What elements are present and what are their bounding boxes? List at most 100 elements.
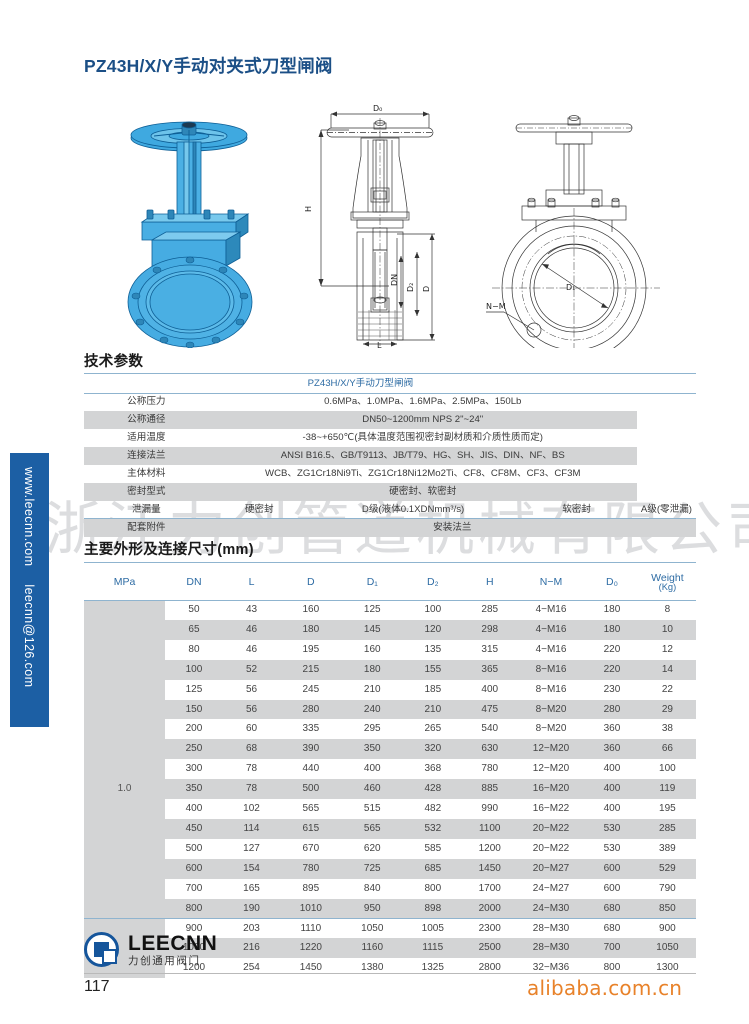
cell-do: 700 (585, 938, 639, 959)
cell-l: 216 (222, 938, 281, 959)
cell-nm: 28−M30 (516, 938, 586, 959)
cell-w: 119 (638, 779, 696, 800)
cell-nm: 32−M36 (532, 962, 570, 974)
cell-do: 180 (603, 604, 621, 615)
cell-nm: 12−M20 (516, 739, 586, 760)
dims-col-nm: N−M (539, 575, 563, 588)
cell-dn: 500 (185, 842, 203, 854)
cell-l: 127 (243, 842, 260, 854)
dims-rule-bottom (84, 918, 696, 919)
cell-h: 1100 (462, 818, 517, 839)
cell-dn: 150 (165, 699, 223, 720)
dim-label-h: H (304, 206, 313, 212)
cell-dn: 400 (185, 803, 203, 815)
tech-table-header-row: PZ43H/X/Y手动刀型闸阀 (84, 374, 696, 393)
cell-d1: 240 (341, 699, 403, 720)
cell-do: 230 (603, 683, 621, 695)
dim-label-d0: D₀ (373, 104, 382, 113)
dims-col-d1: D₁ (366, 575, 378, 588)
cell-dn: 300 (185, 763, 203, 775)
cell-d: 390 (280, 739, 342, 760)
cell-do: 180 (585, 619, 639, 640)
tech-leakage-hard-value: D级(液体0.1XDNmm³/s) (361, 504, 465, 515)
dimensions-table-body: 1.0 50 43 160 125 100 285 4−M16 180 8 65 46 180 145 12… (84, 600, 696, 979)
cell-d2: 155 (402, 659, 463, 680)
cell-do: 280 (585, 699, 639, 720)
tech-value-flange: ANSI B16.5、GB/T9113、JB/T79、HG、SH、JIS、DIN… (208, 447, 637, 465)
cell-nm: 20−M22 (516, 818, 586, 839)
cell-w: 10 (638, 619, 696, 640)
cell-d2: 585 (424, 842, 442, 854)
cell-d2: 320 (402, 739, 463, 760)
alibaba-link[interactable]: alibaba.com.cn (527, 976, 683, 1000)
tech-table-model: PZ43H/X/Y手动刀型闸阀 (307, 378, 414, 389)
page-title: PZ43H/X/Y手动对夹式刀型闸阀 (84, 56, 333, 76)
tech-label-flange: 连接法兰 (84, 447, 209, 465)
cell-d1: 1160 (341, 938, 403, 959)
dims-header-row: MPa DN L D D₁ D₂ H N−M D₀ Weight (Kg) (84, 563, 696, 600)
tech-label-sealtype: 密封型式 (84, 483, 209, 501)
brand-name: LEECNN (128, 931, 218, 955)
cell-do: 400 (603, 803, 621, 815)
cell-d2: 1325 (421, 962, 444, 974)
cell-nm: 24−M30 (516, 898, 586, 919)
cell-l: 203 (243, 922, 260, 934)
table-row: 125 56 245 210 185 400 8−M16 230 22 (84, 680, 696, 700)
dimensions-table: MPa DN L D D₁ D₂ H N−M D₀ Weight (Kg) 1.… (84, 563, 696, 979)
page-number: 117 (84, 978, 110, 995)
cell-d: 1220 (280, 938, 342, 959)
tech-params-heading: 技术参数 (84, 354, 144, 370)
cell-h: 885 (462, 779, 517, 800)
table-row: 公称压力 0.6MPa、1.0MPa、1.6MPa、2.5MPa、150Lb (84, 393, 696, 411)
cell-d1: 125 (363, 604, 381, 615)
table-row: 500 127 670 620 585 1200 20−M22 530 389 (84, 839, 696, 859)
cell-d2: 135 (424, 643, 442, 655)
cell-h: 540 (481, 723, 499, 735)
dims-col-l: L (248, 575, 255, 588)
table-row: 1000 216 1220 1160 1115 2500 28−M30 700 1050 (84, 938, 696, 959)
cell-l: 56 (245, 683, 258, 695)
cell-h: 630 (462, 739, 517, 760)
cell-l: 254 (243, 962, 260, 974)
cell-d2: 1005 (421, 922, 444, 934)
side-tab-email: leecnn@126.com (22, 584, 37, 688)
cell-dn: 1000 (165, 938, 223, 959)
cell-l: 46 (222, 619, 281, 640)
cell-do: 360 (603, 723, 621, 735)
tech-leakage-soft-value: A级(零泄漏) (640, 504, 692, 515)
tech-value-bore: DN50~1200mm NPS 2"~24" (208, 411, 637, 429)
cell-d2: 685 (402, 858, 463, 879)
cell-w: 100 (659, 763, 676, 775)
dim-label-nm: N−M (486, 302, 506, 311)
tech-value-sealtype: 硬密封、软密封 (208, 483, 637, 501)
dims-rule-under-header (84, 600, 696, 601)
cell-d1: 460 (341, 779, 403, 800)
cell-dn: 65 (165, 619, 223, 640)
cell-dn: 800 (165, 898, 223, 919)
dims-mpa-value: 1.0 (84, 600, 166, 979)
cell-d: 565 (302, 803, 320, 815)
cell-d: 440 (302, 763, 320, 775)
cell-h: 2800 (478, 962, 501, 974)
cell-l: 165 (243, 882, 260, 894)
dims-rule-top (84, 562, 696, 563)
cell-h: 1450 (462, 858, 517, 879)
cell-w: 14 (638, 659, 696, 680)
cell-h: 298 (462, 619, 517, 640)
tech-leakage-soft-label: 软密封 (562, 504, 591, 515)
cell-d: 500 (280, 779, 342, 800)
cell-do: 400 (585, 779, 639, 800)
cell-nm: 4−M16 (516, 619, 586, 640)
cell-d1: 620 (363, 842, 381, 854)
cell-do: 360 (585, 739, 639, 760)
table-row: 密封型式 硬密封、软密封 (84, 483, 696, 501)
cell-d1: 725 (341, 858, 403, 879)
dim-label-l: L (377, 341, 382, 348)
cell-d2: 898 (402, 898, 463, 919)
cell-dn: 100 (165, 659, 223, 680)
table-row: 700 165 895 840 800 1700 24−M27 600 790 (84, 879, 696, 899)
cell-l: 78 (245, 763, 258, 775)
table-row: 450 114 615 565 532 1100 20−M22 530 285 (84, 818, 696, 839)
cell-dn: 125 (185, 683, 203, 695)
cell-l: 78 (222, 779, 281, 800)
